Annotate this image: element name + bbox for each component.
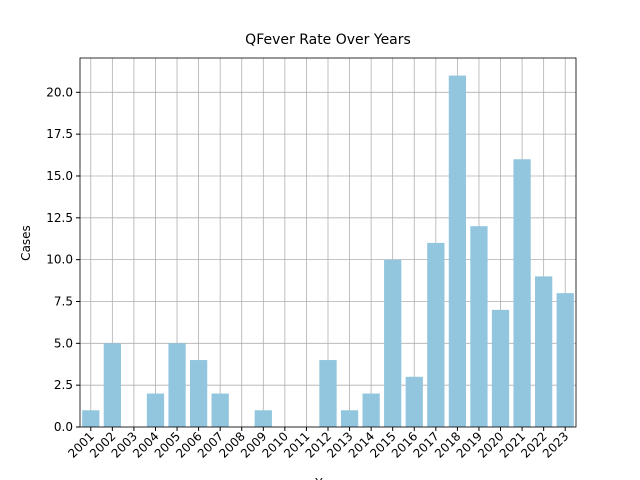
bar [362, 393, 380, 427]
bar [189, 360, 208, 427]
y-tick-label: 5.0 [54, 336, 73, 350]
chart-title: QFever Rate Over Years [245, 32, 411, 48]
bar [470, 226, 488, 427]
y-tick-label: 0.0 [54, 420, 73, 434]
bar [211, 393, 229, 427]
plot-frame [79, 57, 577, 428]
bar [556, 293, 574, 427]
y-tick-label: 7.5 [54, 294, 73, 308]
bar [448, 75, 467, 428]
y-tick-label: 10.0 [46, 253, 73, 267]
x-axis-label: Year [314, 476, 340, 480]
bar [427, 242, 445, 427]
bar [82, 410, 100, 427]
bar [340, 410, 359, 427]
y-axis-label: Cases [19, 225, 33, 261]
y-tick-label: 12.5 [46, 211, 73, 225]
bar [319, 360, 337, 427]
bar [491, 309, 510, 427]
bar [513, 159, 531, 427]
bar [103, 343, 121, 427]
bar [384, 259, 402, 427]
bar [168, 343, 186, 427]
bar [535, 276, 553, 427]
bar [254, 410, 272, 427]
y-tick-label: 2.5 [54, 378, 73, 392]
y-tick-label: 17.5 [46, 127, 73, 141]
y-tick-label: 15.0 [46, 169, 73, 183]
bar [405, 376, 423, 427]
y-tick-label: 20.0 [46, 85, 73, 99]
bar [146, 393, 165, 427]
